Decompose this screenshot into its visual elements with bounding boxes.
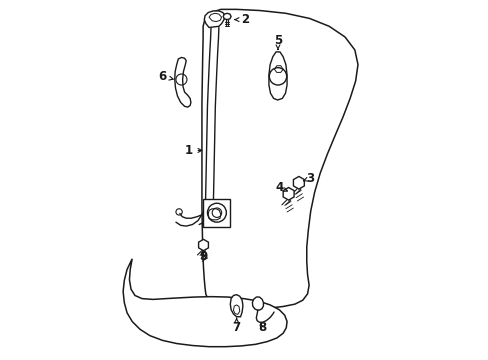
Polygon shape — [202, 9, 357, 309]
Text: 3: 3 — [303, 171, 314, 185]
Polygon shape — [204, 11, 224, 27]
Text: 5: 5 — [273, 33, 282, 49]
Polygon shape — [268, 52, 286, 100]
Text: 9: 9 — [199, 249, 207, 262]
Circle shape — [207, 203, 226, 222]
Circle shape — [273, 72, 282, 81]
Polygon shape — [283, 188, 293, 200]
Text: 4: 4 — [274, 181, 287, 194]
Text: 6: 6 — [158, 70, 173, 83]
Polygon shape — [252, 297, 263, 310]
Polygon shape — [293, 176, 304, 189]
Polygon shape — [230, 295, 243, 317]
Polygon shape — [198, 239, 208, 251]
Polygon shape — [174, 58, 190, 107]
Text: 7: 7 — [232, 318, 240, 334]
Text: 1: 1 — [184, 144, 202, 157]
Text: 2: 2 — [235, 13, 249, 26]
Polygon shape — [223, 13, 231, 19]
Bar — [203, 199, 229, 227]
Text: 8: 8 — [258, 321, 266, 334]
Polygon shape — [123, 259, 286, 347]
Circle shape — [269, 68, 286, 85]
